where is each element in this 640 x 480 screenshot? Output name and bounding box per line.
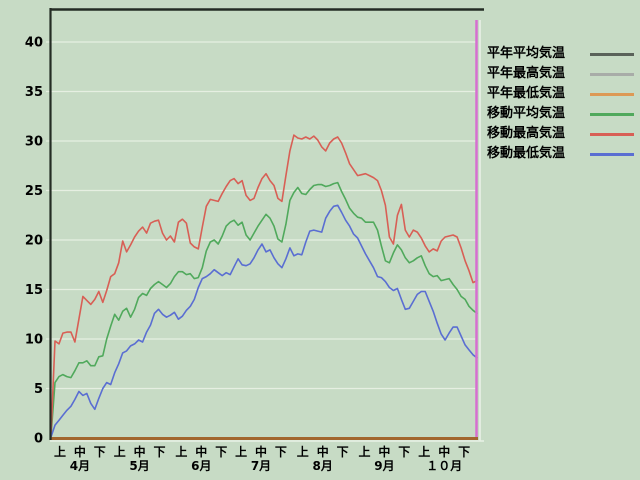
x-tick-label: 中 xyxy=(195,444,207,459)
legend-item-heinen-max: 平年最高気温 xyxy=(487,64,634,84)
x-tick-label: 下 xyxy=(275,445,287,459)
x-tick-label: 下 xyxy=(94,445,106,459)
month-label: 5月 xyxy=(129,459,149,473)
legend-item-moving-min: 移動最低気温 xyxy=(487,144,634,164)
legend-item-heinen-min: 平年最低気温 xyxy=(487,84,634,104)
chart-legend: 平年平均気温 平年最高気温 平年最低気温 移動平均気温 移動最高気温 移動最低気… xyxy=(487,44,634,164)
legend-line-sample-heinen-avg xyxy=(590,52,634,56)
x-tick-label: 中 xyxy=(74,444,86,459)
legend-line-sample-moving-max xyxy=(590,132,634,136)
y-tick-label: 15 xyxy=(25,283,43,298)
month-label: 8月 xyxy=(313,459,333,473)
x-tick-label: 下 xyxy=(153,445,165,459)
x-tick-label: 下 xyxy=(337,445,349,459)
y-tick-label: 20 xyxy=(25,234,43,249)
series-moving-min xyxy=(50,204,478,438)
x-tick-label: 中 xyxy=(438,444,450,459)
legend-line-sample-heinen-min xyxy=(590,92,634,96)
x-tick-label: 上 xyxy=(418,444,430,459)
legend-label: 平年平均気温 xyxy=(487,46,566,61)
month-label: 4月 xyxy=(70,459,90,473)
legend-item-heinen-avg: 平年平均気温 xyxy=(487,44,634,64)
month-label: 6月 xyxy=(191,459,211,473)
y-tick-label: 10 xyxy=(25,333,43,348)
legend-line-sample-moving-avg xyxy=(590,112,634,116)
legend-label: 平年最低気温 xyxy=(487,86,566,101)
legend-line-sample-heinen-max xyxy=(590,72,634,76)
legend-item-moving-avg: 移動平均気温 xyxy=(487,104,634,124)
y-tick-label: 40 xyxy=(25,36,43,51)
x-tick-label: 下 xyxy=(458,445,470,459)
x-tick-label: 中 xyxy=(134,444,146,459)
y-tick-label: 5 xyxy=(34,382,43,397)
month-label: １０月 xyxy=(426,459,462,473)
y-tick-label: 25 xyxy=(25,184,43,199)
legend-label: 移動最高気温 xyxy=(487,126,566,141)
series-moving-max xyxy=(50,134,478,436)
month-label: 9月 xyxy=(374,459,394,473)
x-tick-label: 中 xyxy=(378,444,390,459)
x-tick-label: 上 xyxy=(54,444,66,459)
x-tick-label: 上 xyxy=(297,444,309,459)
x-tick-label: 下 xyxy=(215,445,227,459)
y-tick-label: 30 xyxy=(25,135,43,150)
y-tick-label: 35 xyxy=(25,85,43,100)
month-label: 7月 xyxy=(251,459,271,473)
x-tick-label: 中 xyxy=(255,444,267,459)
legend-label: 平年最高気温 xyxy=(487,66,566,81)
x-tick-label: 上 xyxy=(114,444,126,459)
legend-label: 移動平均気温 xyxy=(487,106,566,121)
y-tick-label: 0 xyxy=(34,432,43,447)
series-moving-avg xyxy=(50,181,478,437)
legend-label: 移動最低気温 xyxy=(487,146,566,161)
x-tick-label: 上 xyxy=(175,444,187,459)
legend-line-sample-moving-min xyxy=(590,152,634,156)
legend-item-moving-max: 移動最高気温 xyxy=(487,124,634,144)
x-tick-label: 中 xyxy=(317,444,329,459)
x-tick-label: 上 xyxy=(235,444,247,459)
x-tick-label: 下 xyxy=(398,445,410,459)
x-tick-label: 上 xyxy=(358,444,370,459)
